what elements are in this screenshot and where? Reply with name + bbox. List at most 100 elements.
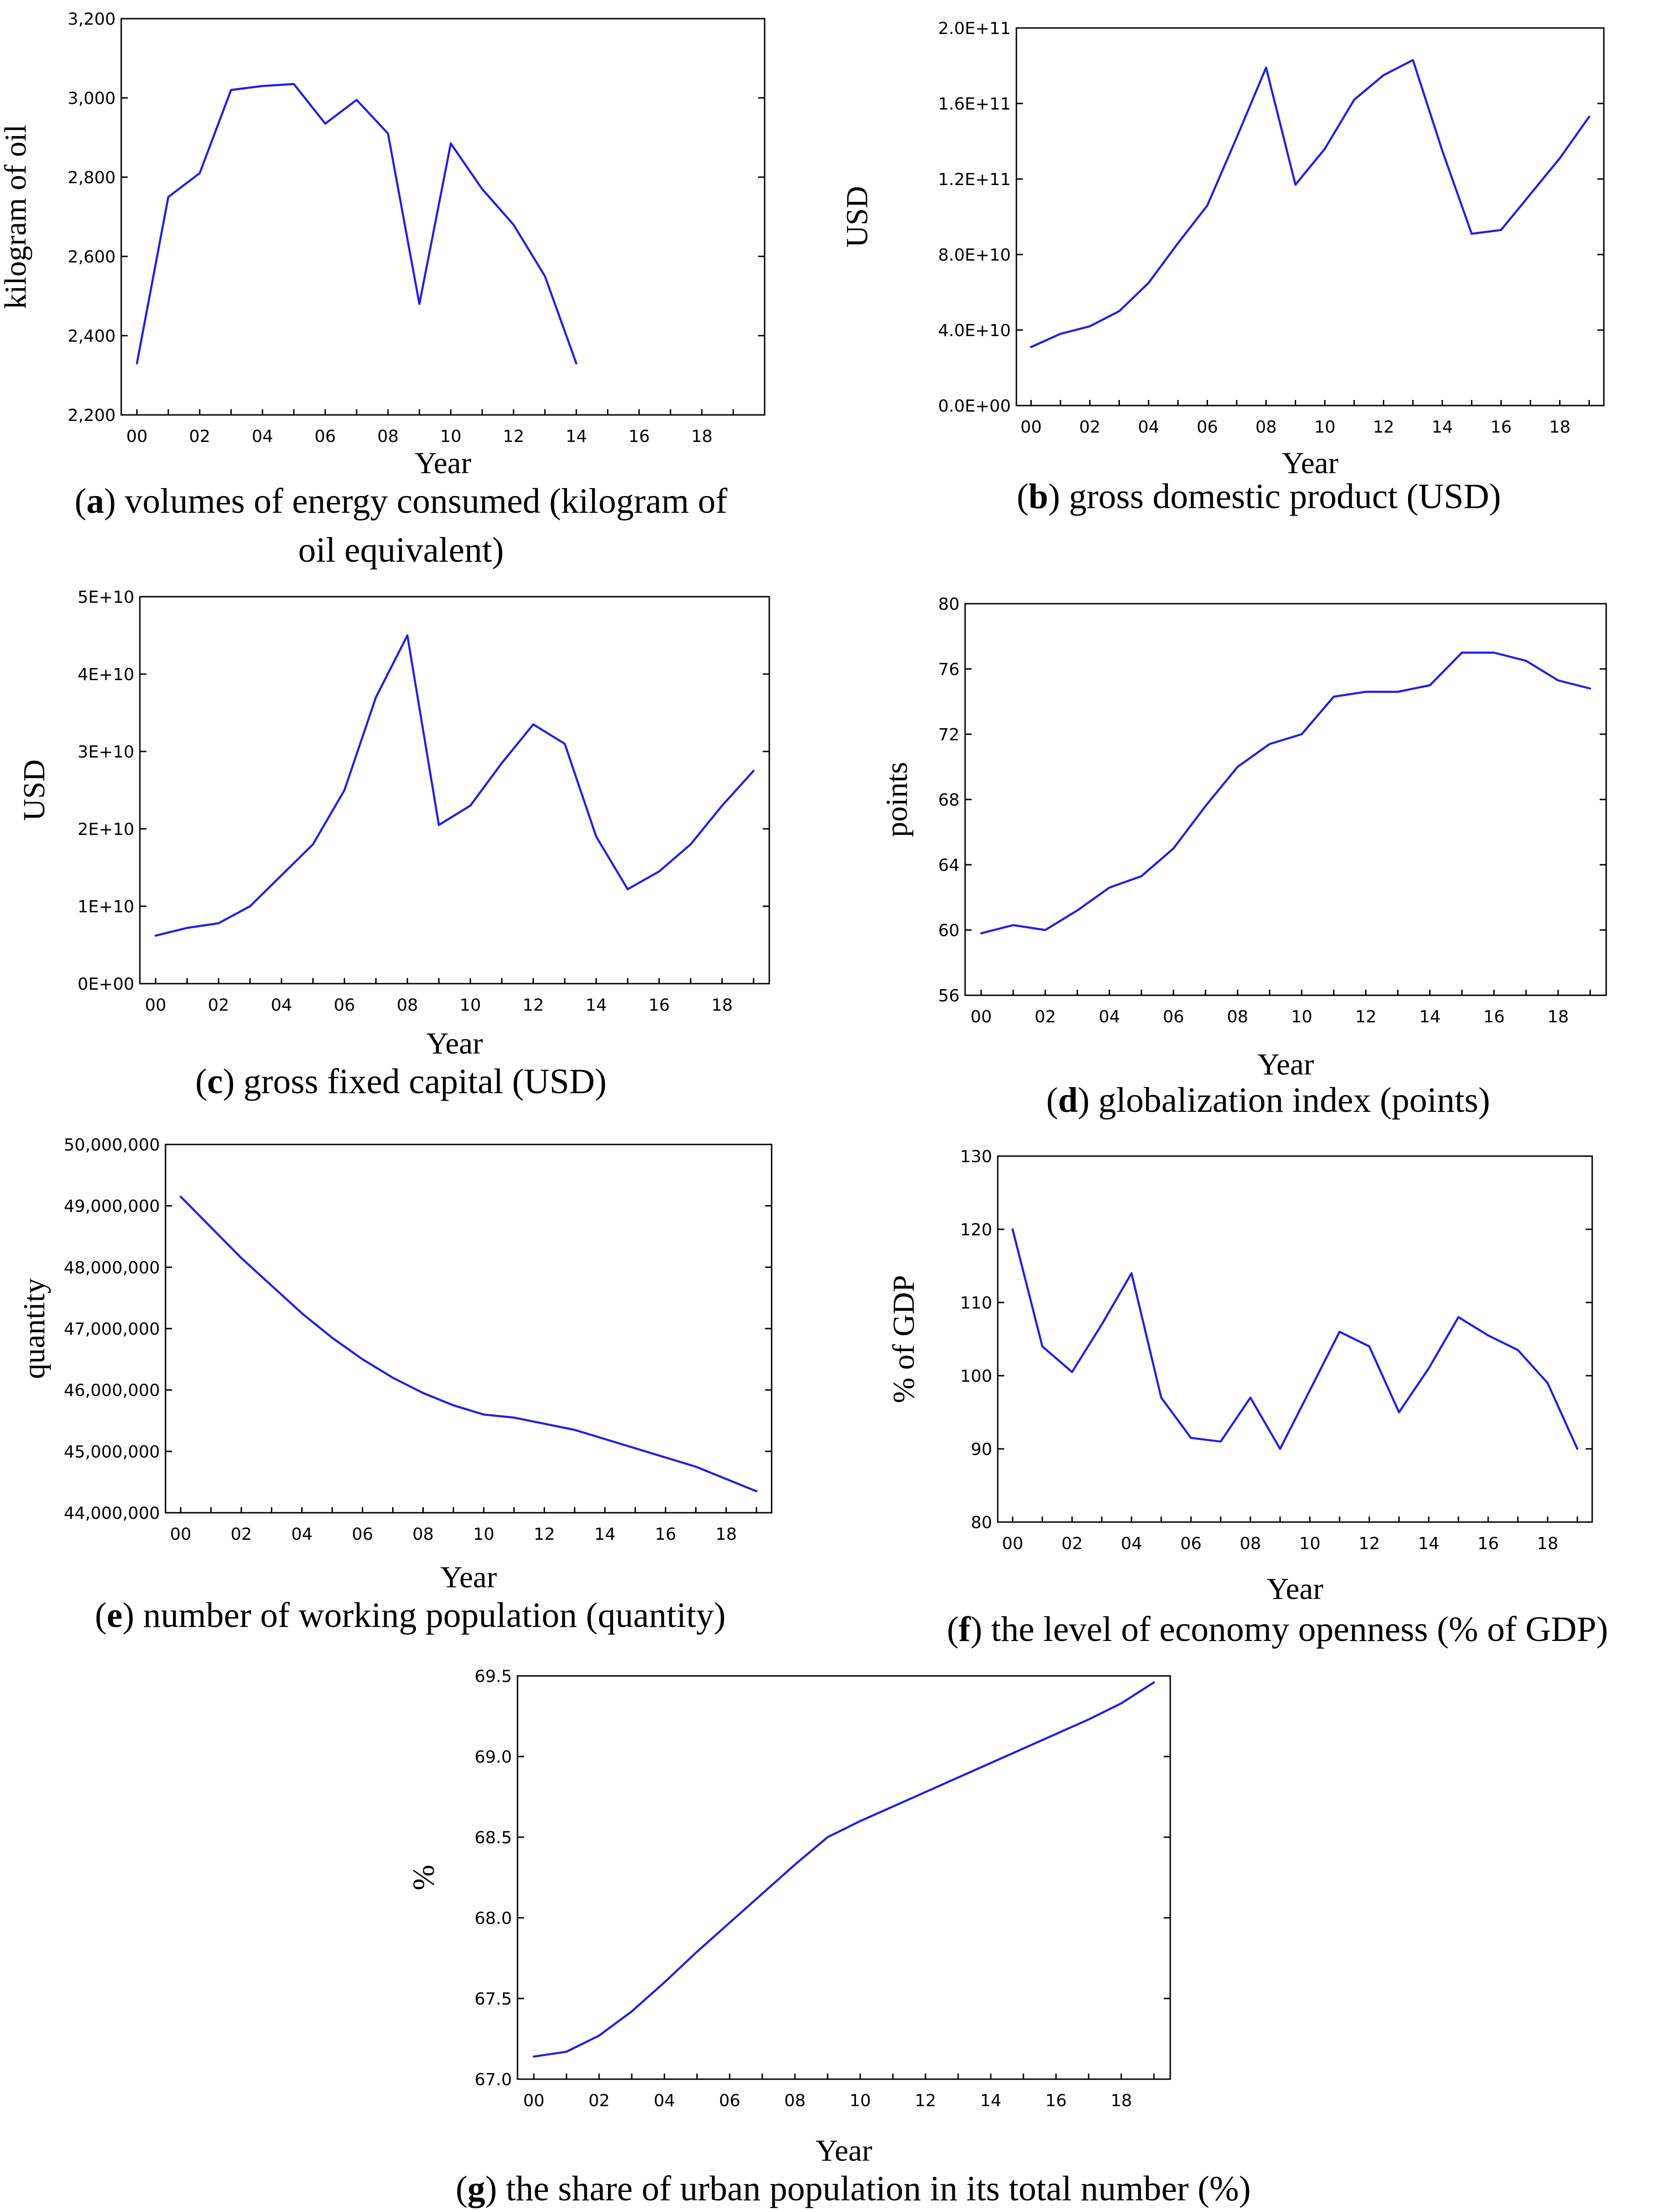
x-tick-label-g: 02 xyxy=(588,2091,610,2110)
y-tick-label-e: 50,000,000 xyxy=(64,1136,160,1155)
x-axis-label-b: Year xyxy=(1282,446,1339,480)
y-axis-label-c: USD xyxy=(17,759,51,821)
x-tick-label-g: 10 xyxy=(849,2091,871,2110)
caption-d: (d) globalization index (points) xyxy=(1046,1081,1490,1120)
y-tick-label-c: 4E+10 xyxy=(77,665,134,684)
y-tick-label-d: 64 xyxy=(938,856,960,875)
x-tick-label-g: 00 xyxy=(523,2091,545,2110)
x-tick-label-f: 14 xyxy=(1418,1534,1439,1553)
x-tick-label-d: 12 xyxy=(1355,1007,1376,1027)
x-tick-label-f: 08 xyxy=(1240,1534,1261,1553)
x-tick-label-c: 12 xyxy=(523,996,544,1015)
x-tick-label-c: 18 xyxy=(711,996,733,1015)
x-tick-label-b: 04 xyxy=(1138,418,1160,437)
x-tick-label-c: 06 xyxy=(334,996,355,1015)
y-tick-label-g: 67.5 xyxy=(475,1990,512,2009)
x-tick-label-d: 00 xyxy=(970,1007,992,1027)
y-tick-label-a: 2,400 xyxy=(68,327,116,346)
caption-letter-a: a xyxy=(86,482,104,521)
x-axis-label-a: Year xyxy=(414,446,471,480)
y-tick-label-e: 49,000,000 xyxy=(64,1197,160,1216)
series-line-f xyxy=(1011,1228,1579,1450)
x-tick-label-c: 08 xyxy=(397,996,418,1015)
x-tick-label-e: 16 xyxy=(655,1525,677,1544)
y-tick-label-c: 3E+10 xyxy=(77,743,134,762)
x-tick-label-c: 00 xyxy=(145,996,166,1015)
x-axis-label-c: Year xyxy=(426,1027,483,1061)
series-line-g xyxy=(532,1681,1155,2058)
x-tick-label-b: 10 xyxy=(1314,418,1336,437)
caption-letter-f: f xyxy=(959,1610,971,1649)
series-line-e xyxy=(180,1195,758,1493)
y-axis-label-e: quantity xyxy=(17,1278,51,1379)
x-tick-label-b: 06 xyxy=(1197,418,1218,437)
caption-a: oil equivalent) xyxy=(298,531,504,570)
y-axis-label-f: % of GDP xyxy=(887,1275,921,1403)
x-tick-label-c: 16 xyxy=(649,996,670,1015)
y-tick-label-b: 2.0E+11 xyxy=(938,19,1011,38)
chart-panel-g: 67.0 67.5 68.0 68.5 69.0 69.5 00 02 04 06 08 10 12 14… xyxy=(407,1667,1251,2208)
x-tick-label-d: 08 xyxy=(1227,1007,1248,1027)
x-axis-label-d: Year xyxy=(1257,1047,1314,1082)
y-tick-label-d: 72 xyxy=(938,725,960,744)
y-tick-label-a: 2,200 xyxy=(68,406,116,425)
x-tick-label-a: 12 xyxy=(503,427,525,446)
y-tick-label-d: 76 xyxy=(938,660,960,679)
chart-panel-f: 80 90 100 110 120 130 00 02 04 06 08 10 12 14 16 18 Year… xyxy=(887,1147,1608,1649)
x-axis-label-e: Year xyxy=(440,1560,497,1594)
x-tick-label-d: 16 xyxy=(1483,1007,1505,1027)
caption-letter-e: e xyxy=(107,1596,123,1635)
y-tick-label-f: 120 xyxy=(960,1220,992,1240)
x-tick-label-e: 04 xyxy=(291,1525,313,1544)
x-tick-label-e: 08 xyxy=(413,1525,434,1544)
x-tick-label-g: 18 xyxy=(1111,2091,1132,2110)
plot-frame-d xyxy=(964,603,1607,996)
x-tick-label-f: 06 xyxy=(1180,1534,1201,1553)
caption-f: (f) the level of economy openness (% of … xyxy=(947,1610,1608,1649)
y-axis-label-a: kilogram of oil xyxy=(0,124,33,309)
caption-a: (a) volumes of energy consumed (kilogram… xyxy=(75,482,728,521)
y-axis-label-b: USD xyxy=(840,186,874,248)
x-tick-label-a: 18 xyxy=(691,427,712,446)
x-tick-label-b: 18 xyxy=(1549,418,1571,437)
y-axis-label-d: points xyxy=(880,762,914,837)
y-tick-label-b: 0.0E+00 xyxy=(938,397,1011,416)
plot-frame-c xyxy=(139,596,770,985)
caption-letter-g: g xyxy=(468,2169,485,2208)
y-tick-label-g: 68.5 xyxy=(475,1828,512,1847)
x-tick-label-b: 02 xyxy=(1079,418,1101,437)
x-tick-label-c: 04 xyxy=(271,996,292,1015)
x-tick-label-a: 04 xyxy=(252,427,273,446)
x-tick-label-d: 06 xyxy=(1163,1007,1184,1027)
caption-c: (c) gross fixed capital (USD) xyxy=(195,1062,607,1101)
y-tick-label-e: 45,000,000 xyxy=(64,1442,160,1461)
y-axis-label-g: % xyxy=(407,1865,441,1890)
caption-b: (b) gross domestic product (USD) xyxy=(1017,477,1501,516)
y-tick-label-c: 5E+10 xyxy=(77,588,134,607)
x-tick-label-e: 06 xyxy=(352,1525,373,1544)
x-tick-label-f: 18 xyxy=(1537,1534,1558,1553)
chart-panel-d: 56 60 64 68 72 76 80 00 02 04 06 08 10 12 14 16 18 Year po… xyxy=(880,595,1607,1120)
x-axis-label-f: Year xyxy=(1267,1572,1324,1606)
x-tick-label-b: 08 xyxy=(1256,418,1277,437)
plot-frame-b xyxy=(1015,27,1605,407)
caption-e: (e) number of working population (quanti… xyxy=(95,1596,726,1635)
y-tick-label-g: 69.0 xyxy=(475,1748,512,1767)
x-tick-label-c: 10 xyxy=(460,996,481,1015)
chart-panel-b: 0.0E+00 4.0E+10 8.0E+10 1.2E+11 1.6E+11 2.0E+… xyxy=(840,19,1605,516)
series-line-c xyxy=(154,634,755,937)
x-tick-label-d: 18 xyxy=(1547,1007,1569,1027)
x-tick-label-a: 08 xyxy=(377,427,399,446)
x-tick-label-b: 12 xyxy=(1373,418,1395,437)
caption-letter-b: b xyxy=(1029,477,1048,516)
y-tick-label-g: 67.0 xyxy=(475,2070,512,2089)
x-tick-label-e: 02 xyxy=(231,1525,252,1544)
x-tick-label-c: 14 xyxy=(586,996,607,1015)
y-tick-label-f: 110 xyxy=(960,1294,992,1313)
series-line-b xyxy=(1030,59,1590,348)
x-tick-label-b: 00 xyxy=(1021,418,1042,437)
y-tick-label-b: 1.6E+11 xyxy=(938,95,1011,114)
x-tick-label-g: 16 xyxy=(1045,2091,1067,2110)
caption-letter-c: c xyxy=(207,1062,223,1101)
